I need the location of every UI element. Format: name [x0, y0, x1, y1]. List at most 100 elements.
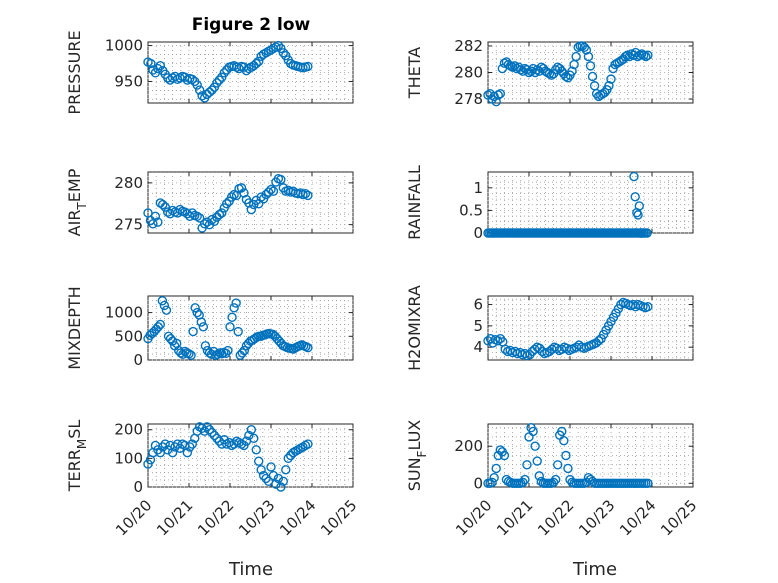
data-point [204, 425, 215, 435]
y-tick-label: 950 [114, 72, 143, 90]
y-axis-label-main: TERR [65, 449, 84, 492]
data-point [606, 74, 616, 84]
data-point [643, 50, 653, 60]
y-tick-label: 1 [473, 179, 483, 197]
x-axis-label-right: Time [572, 559, 617, 580]
data-point [254, 456, 264, 466]
data-point [199, 219, 210, 229]
data-point [268, 470, 279, 481]
y-axis-label-main: SUN [405, 457, 424, 491]
data-point [283, 453, 293, 464]
y-axis-label: RAINFALL [405, 165, 424, 240]
data-point [192, 211, 202, 221]
y-axis-label-rest: SL [65, 420, 84, 439]
data-point [157, 296, 168, 306]
data-point [266, 462, 276, 472]
x-tick-label: 10/25 [657, 496, 700, 539]
data-point [225, 322, 235, 332]
data-point [200, 341, 211, 351]
data-point [641, 51, 651, 62]
data-point [493, 90, 503, 100]
data-point [246, 204, 257, 215]
data-point [185, 442, 195, 452]
data-point [160, 202, 170, 212]
data-point [534, 471, 544, 481]
data-point [487, 477, 497, 488]
x-tick-label: 10/24 [276, 496, 319, 539]
y-tick-label: 1000 [105, 37, 143, 55]
data-point [518, 477, 528, 488]
y-tick-label: 0 [133, 351, 143, 369]
data-point [182, 447, 193, 458]
panel-pressure: 950 1000 PRESSURE [65, 30, 354, 115]
data-point [491, 96, 501, 107]
data-point [226, 192, 237, 202]
data-point [495, 89, 505, 99]
data-point [160, 439, 170, 449]
data-point [273, 473, 284, 484]
data-point [639, 50, 649, 60]
data-point [207, 214, 217, 225]
y-axis-label-main: AIR [65, 210, 84, 237]
data-point [263, 187, 274, 197]
data-point [244, 430, 254, 441]
data-point [167, 447, 178, 458]
data-point [532, 456, 542, 466]
panel-air-temp: 275 280 AIRTEMP [65, 168, 354, 237]
data-point [491, 463, 501, 474]
y-tick-label: 200 [114, 421, 143, 439]
data-point [175, 204, 185, 215]
data-point [561, 71, 571, 82]
y-tick-label: 4 [473, 338, 483, 356]
data-point [585, 61, 596, 71]
data-point [530, 67, 540, 78]
data-point [256, 192, 266, 202]
data-point [622, 50, 633, 60]
data-point [146, 58, 156, 69]
data-point [587, 71, 598, 82]
x-tick-label: 10/23 [235, 496, 278, 539]
data-point [516, 65, 526, 75]
data-point [550, 65, 561, 75]
x-tick-label: 10/25 [317, 496, 360, 539]
data-point [567, 66, 577, 76]
data-point [522, 65, 532, 75]
data-point [219, 68, 229, 78]
data-point [153, 217, 163, 227]
data-point [148, 65, 158, 75]
data-point [190, 303, 200, 313]
y-axis-label: SUNFLUX [405, 420, 429, 492]
data-point [633, 210, 643, 220]
data-point [278, 476, 288, 486]
y-axis-label-subscript: M [75, 439, 89, 449]
data-point [548, 477, 559, 488]
data-point [222, 199, 232, 209]
data-point [553, 460, 563, 470]
y-axis-label-subscript: T [75, 202, 89, 211]
x-tick-label: 10/23 [575, 496, 618, 539]
data-point [207, 427, 217, 438]
data-point [561, 450, 571, 461]
data-point [281, 465, 291, 475]
data-point [158, 199, 168, 210]
data-point [223, 345, 233, 356]
data-point [186, 350, 196, 360]
data-point [563, 73, 573, 83]
data-point [184, 349, 194, 359]
x-tick-label: 10/22 [534, 496, 577, 539]
y-tick-label: 280 [114, 174, 143, 192]
data-point [550, 474, 561, 485]
y-tick-label: 500 [114, 327, 143, 345]
y-tick-label: 275 [114, 216, 143, 234]
data-point [155, 60, 166, 71]
data-point [161, 305, 172, 315]
y-axis-label-rest: EMP [65, 168, 84, 202]
data-point [229, 303, 239, 313]
data-point [233, 326, 243, 337]
data-point [276, 482, 286, 492]
data-point [258, 470, 269, 481]
panel-rainfall: 0 0.5 1 RAINFALL [405, 165, 694, 242]
